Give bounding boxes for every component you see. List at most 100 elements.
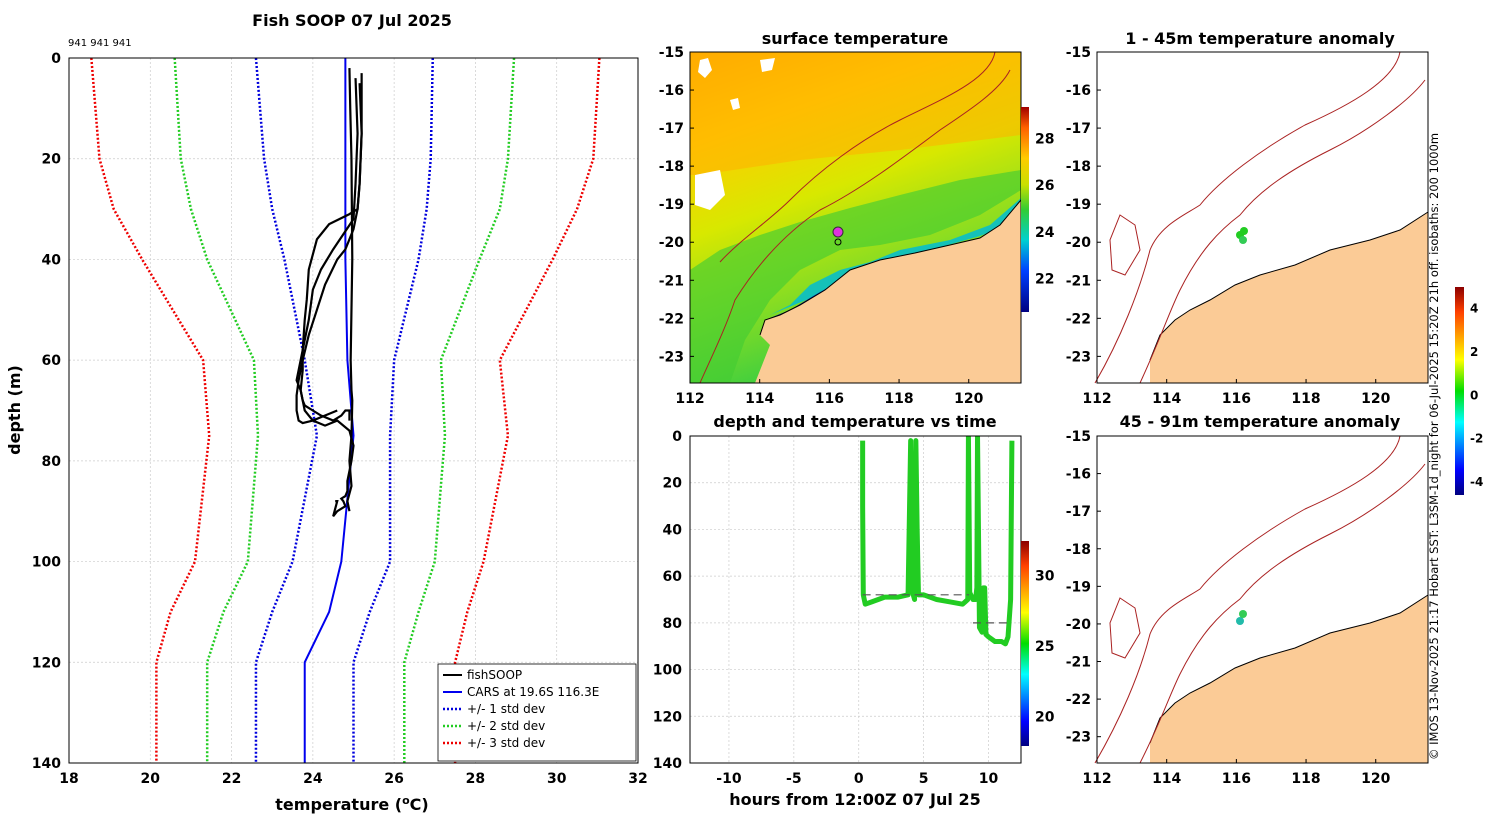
anom1-ytick-label: -20	[1066, 235, 1092, 251]
profile-ids: 941 941 941	[68, 38, 132, 49]
anom2-land	[1150, 595, 1428, 763]
anom2-xtick-label: 118	[1291, 771, 1320, 787]
anom1-xtick-label: 120	[1361, 391, 1390, 407]
anomaly-colorbar-label: 0	[1470, 388, 1478, 402]
sst-colorbar	[1021, 107, 1029, 312]
dt-xtick-label: -10	[716, 771, 742, 787]
profile-xtick-label: 24	[303, 771, 323, 787]
legend-box	[437, 663, 637, 762]
anom1-ytick-label: -21	[1066, 273, 1091, 289]
profile-xtick-label: 22	[222, 771, 241, 787]
profile-xtick-label: 32	[628, 771, 647, 787]
anom1-ytick-label: -15	[1066, 45, 1091, 61]
legend-label-std3: +/- 3 std dev	[467, 736, 545, 750]
dt-ytick-label: 100	[653, 663, 682, 679]
sst-ytick-label: -15	[659, 45, 684, 61]
dt-colorbar-label: 25	[1035, 639, 1054, 655]
anom1-point-b	[1240, 227, 1248, 235]
dt-data	[860, 436, 1015, 647]
legend-label-fish: fishSOOP	[467, 668, 522, 682]
sst-coastline	[759, 199, 1021, 336]
anom2-title: 45 - 91m temperature anomaly	[1120, 412, 1401, 431]
dt-ytick-label: 40	[663, 522, 683, 538]
profile-ytick-label: 20	[42, 152, 62, 168]
sst-warm-zone	[690, 52, 1021, 175]
dt-depth-track	[860, 436, 1015, 647]
anom1-island-contour	[1109, 214, 1141, 276]
anom2-point-a	[1236, 617, 1244, 625]
fishsoop-cast-1	[346, 68, 354, 512]
anom2-ytick-label: -20	[1066, 617, 1092, 633]
profile-series--2-std	[173, 58, 260, 763]
profile-series-cars	[303, 58, 355, 763]
dt-xlabel: hours from 12:00Z 07 Jul 25	[729, 790, 980, 809]
anom2-ytick-label: -21	[1066, 655, 1091, 671]
anom2-ytick-label: -18	[1066, 542, 1091, 558]
sst-land	[755, 200, 1021, 383]
profile-series--2-std	[403, 58, 516, 763]
profile-ytick-label: 80	[42, 454, 62, 470]
sst-ytick-label: -19	[659, 197, 684, 213]
dt-colorbar	[1021, 541, 1029, 746]
profile-ticks: 18 20 22 24 26 28 30 32 0 20 40 60 80 100 120 140	[32, 51, 648, 787]
sst-ytick-label: -20	[659, 235, 685, 251]
sst-colorbar-label: 28	[1035, 132, 1054, 148]
dt-xtick-label: 10	[979, 771, 999, 787]
anom1-ytick-label: -19	[1066, 197, 1091, 213]
anom2-ytick-label: -16	[1066, 467, 1091, 483]
anomaly-colorbar-label: -2	[1470, 432, 1483, 446]
profile-xtick-label: 20	[141, 771, 161, 787]
anom2-map	[1094, 435, 1429, 764]
sst-xtick-label: 118	[884, 391, 913, 407]
anom1-isobath-200	[1139, 79, 1426, 384]
profile-series--1-std	[254, 58, 319, 763]
sst-cloud-gaps	[695, 58, 775, 210]
anom2-point-b	[1239, 610, 1247, 618]
sst-xtick-label: 116	[815, 391, 844, 407]
anom2-xtick-label: 114	[1152, 771, 1181, 787]
anom1-ytick-label: -18	[1066, 159, 1091, 175]
profile-series--3-std	[453, 58, 601, 763]
sst-green-band	[690, 170, 1021, 383]
sst-isobath-1000	[719, 52, 996, 263]
profile-legend: fishSOOP CARS at 19.6S 116.3E +/- 1 std …	[437, 663, 637, 762]
anom1-title: 1 - 45m temperature anomaly	[1125, 29, 1395, 48]
dt-ytick-label: 80	[663, 616, 683, 632]
anomaly-colorbar-label: 2	[1470, 345, 1478, 359]
anom2-isobath-200	[1139, 463, 1426, 764]
sst-track-marker	[834, 238, 842, 246]
sst-title: surface temperature	[762, 29, 949, 48]
sst-ytick-label: -21	[659, 273, 684, 289]
anom1-coastline	[1149, 211, 1429, 361]
anomaly-colorbar	[1455, 287, 1464, 495]
anom2-isobath-1000	[1094, 435, 1401, 764]
anom1-ytick-label: -16	[1066, 83, 1091, 99]
dt-colorbar-ticks: 20 25 30	[1035, 568, 1055, 725]
profile-ytick-label: 140	[32, 756, 61, 772]
profile-xlabel: temperature (oC)	[275, 794, 428, 814]
side-caption: © IMOS 13-Nov-2025 21:17 Hobart SST: L3S…	[1427, 133, 1441, 760]
anomaly-colorbar-label: -4	[1470, 475, 1483, 489]
sst-ytick-label: -22	[659, 311, 684, 327]
anom2-ytick-label: -15	[1066, 429, 1091, 445]
profile-xtick-label: 28	[466, 771, 485, 787]
dt-ytick-label: 120	[653, 709, 682, 725]
profile-ytick-label: 100	[32, 555, 61, 571]
profile-ytick-label: 60	[42, 353, 62, 369]
dt-xtick-label: -5	[786, 771, 802, 787]
anom1-xtick-label: 116	[1222, 391, 1251, 407]
dt-colorbar-label: 20	[1035, 710, 1055, 726]
anom1-axes-box	[1096, 51, 1429, 384]
anomaly-colorbar-ticks: 4 2 0 -2 -4	[1470, 302, 1483, 489]
sst-colorbar-label: 26	[1035, 178, 1054, 194]
sst-isobath-200	[699, 69, 1011, 383]
profile-lines	[90, 58, 601, 763]
dt-ytick-label: 60	[663, 569, 683, 585]
anom1-xtick-label: 112	[1082, 391, 1111, 407]
sst-position-marker	[832, 226, 844, 238]
legend-label-std2: +/- 2 std dev	[467, 719, 545, 733]
dt-ytick-label: 140	[653, 756, 682, 772]
dt-ytick-label: 0	[672, 429, 682, 445]
profile-title: Fish SOOP 07 Jul 2025	[252, 11, 452, 30]
